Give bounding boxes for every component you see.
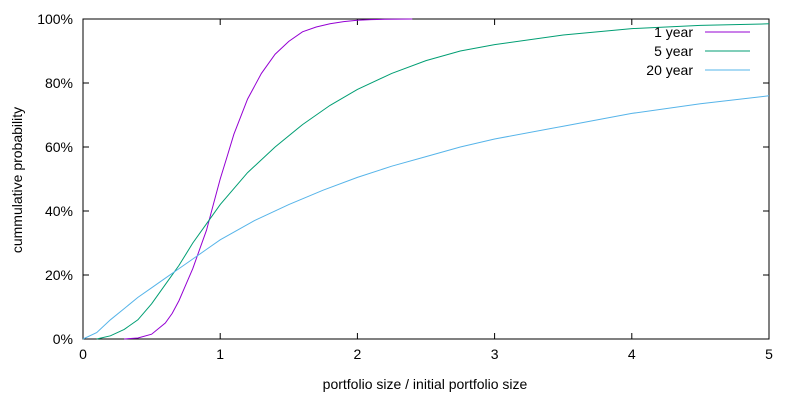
y-axis-title: cummulative probability xyxy=(9,107,25,253)
plot-frame xyxy=(82,18,770,340)
x-axis-title: portfolio size / initial portfolio size xyxy=(323,376,528,392)
legend-label: 20 year xyxy=(646,62,693,78)
y-tick-label: 40% xyxy=(45,203,73,219)
x-tick-label: 4 xyxy=(628,346,636,362)
axes: 0 1 2 3 4 5 0% 20% 40% 60% 80% 100% xyxy=(37,11,773,362)
legend: 1 year 5 year 20 year xyxy=(646,24,750,78)
y-tick-label: 0% xyxy=(53,331,73,347)
y-tick-label: 80% xyxy=(45,75,73,91)
x-tick-label: 3 xyxy=(491,346,499,362)
series-line-20-year xyxy=(82,95,770,340)
legend-label: 1 year xyxy=(654,24,693,40)
y-tick-label: 20% xyxy=(45,267,73,283)
x-tick-label: 2 xyxy=(354,346,362,362)
legend-label: 5 year xyxy=(654,43,693,59)
series-line-1-year xyxy=(124,18,413,340)
series-line-5-year xyxy=(96,23,770,340)
x-tick-label: 0 xyxy=(79,346,87,362)
series-lines xyxy=(82,18,770,340)
x-tick-label: 1 xyxy=(216,346,224,362)
y-tick-label: 100% xyxy=(37,11,73,27)
x-tick-label: 5 xyxy=(765,346,773,362)
y-tick-label: 60% xyxy=(45,139,73,155)
